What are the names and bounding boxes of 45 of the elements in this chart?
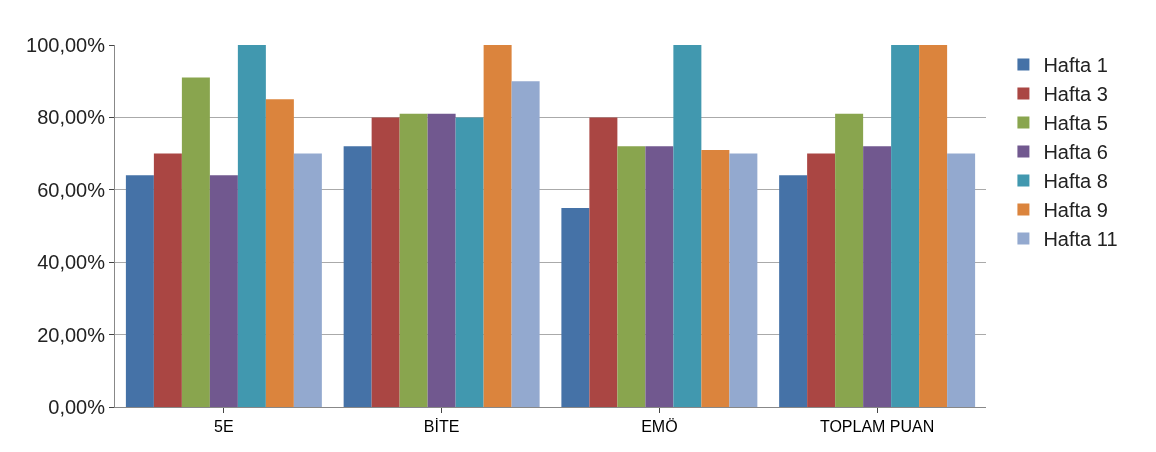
bar [561, 207, 590, 407]
bar [701, 149, 730, 407]
bar [483, 45, 512, 407]
bar [779, 175, 808, 407]
bar [209, 175, 238, 407]
bar [237, 45, 266, 407]
legend-label: Hafta 11 [1043, 228, 1118, 251]
bar [511, 81, 540, 407]
bar [947, 153, 976, 407]
bar [399, 113, 428, 407]
bar [835, 113, 864, 407]
bar [181, 77, 210, 407]
bar [427, 113, 456, 407]
y-tick-label: 40,00% [37, 251, 106, 274]
bar [891, 45, 920, 407]
bar [645, 146, 674, 407]
legend-label: Hafta 5 [1043, 112, 1108, 135]
bar [265, 99, 294, 407]
x-tick-label: BİTE [423, 417, 460, 436]
bar [589, 117, 618, 407]
bar [673, 45, 702, 407]
bar [125, 175, 154, 407]
y-tick-label: 100,00% [26, 34, 106, 56]
legend-label: Hafta 6 [1043, 141, 1108, 164]
bar [919, 45, 948, 407]
x-tick-label: TOPLAM PUAN [819, 418, 935, 436]
y-tick-label: 0,00% [48, 396, 106, 418]
legend-label: Hafta 1 [1043, 54, 1108, 77]
x-tick-label: EMÖ [641, 418, 678, 436]
legend-label: Hafta 3 [1043, 83, 1108, 106]
legend-label: Hafta 9 [1043, 199, 1108, 222]
bar [371, 117, 400, 407]
bar [153, 153, 182, 407]
legend-label: Hafta 8 [1043, 170, 1108, 193]
y-tick-label: 60,00% [37, 178, 106, 201]
y-tick-label: 80,00% [37, 106, 106, 129]
bar [617, 146, 646, 407]
bar [455, 117, 484, 407]
y-tick-label: 20,00% [37, 323, 106, 346]
bar [863, 146, 892, 407]
x-tick-label: 5E [214, 418, 234, 436]
bar [807, 153, 836, 407]
bar [293, 153, 322, 407]
bar [343, 146, 372, 407]
bar [729, 153, 758, 407]
